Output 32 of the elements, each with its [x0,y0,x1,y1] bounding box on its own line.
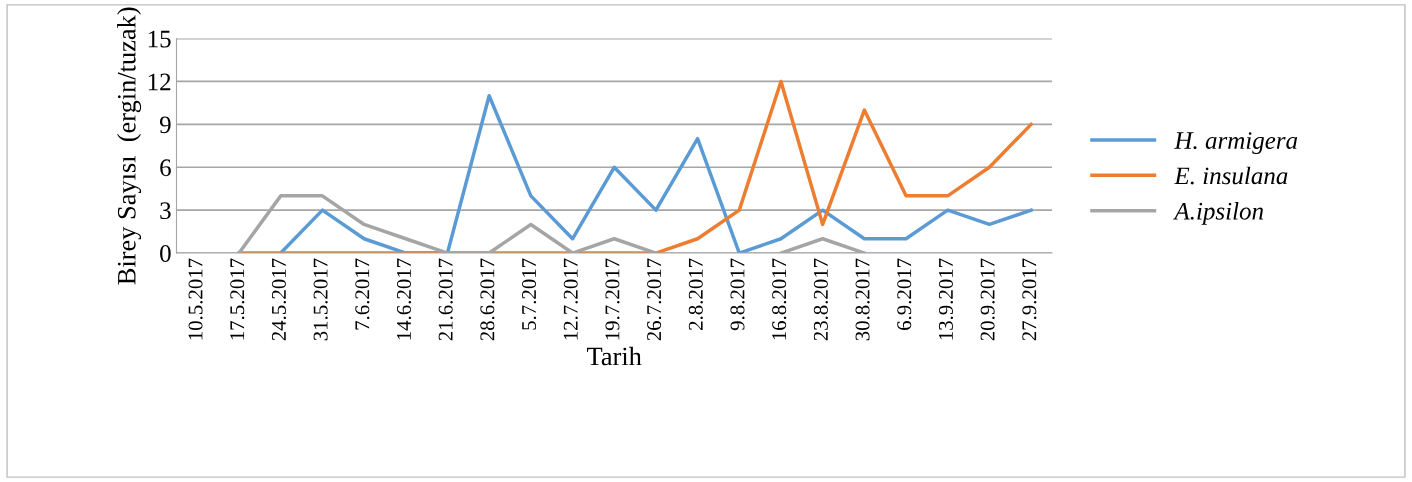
legend-label: A.ipsilon [1173,202,1263,225]
x-tick-label: 14.6.2017 [396,258,412,340]
x-tick-label: 24.5.2017 [271,258,287,341]
y-tick-label: 12 [148,73,171,91]
x-tick-label: 27.9.2017 [1022,258,1037,341]
x-tick-label: 26.7.2017 [647,258,662,341]
x-tick-label: 16.8.2017 [772,258,787,340]
x-tick-label: 20.9.2017 [980,258,995,341]
x-tick-label: 21.6.2017 [438,258,453,341]
x-tick-label: 31.5.2017 [313,258,328,341]
x-axis-title: Tarih [587,346,642,366]
legend-label: H. armigera [1174,132,1298,155]
x-tick-label: 10.5.2017 [188,258,203,340]
x-tick-label: 28.6.2017 [480,258,495,341]
x-tick-label: 9.8.2017 [730,258,745,331]
y-tick-label: 15 [148,30,171,48]
y-tick-label: 9 [159,116,171,134]
y-tick-label: 6 [160,159,171,177]
x-tick-label: 5.7.2017 [522,258,537,330]
y-axis-title: Birey Sayısı (ergin/tuzak) [117,7,142,285]
x-tick-label: 13.9.2017 [938,258,954,340]
x-tick-label: 23.8.2017 [813,258,828,341]
y-tick-label: 0 [160,245,171,262]
x-tick-label: 6.9.2017 [897,258,912,330]
x-tick-label: 19.7.2017 [605,258,620,340]
legend-label: E. insulana [1174,166,1288,185]
x-tick-label: 12.7.2017 [563,258,578,340]
x-tick-label: 2.8.2017 [688,258,703,330]
x-tick-label: 7.6.2017 [355,258,370,330]
y-tick-label: 3 [160,202,171,220]
x-tick-label: 17.5.2017 [230,258,245,340]
x-tick-label: 30.8.2017 [855,258,870,341]
